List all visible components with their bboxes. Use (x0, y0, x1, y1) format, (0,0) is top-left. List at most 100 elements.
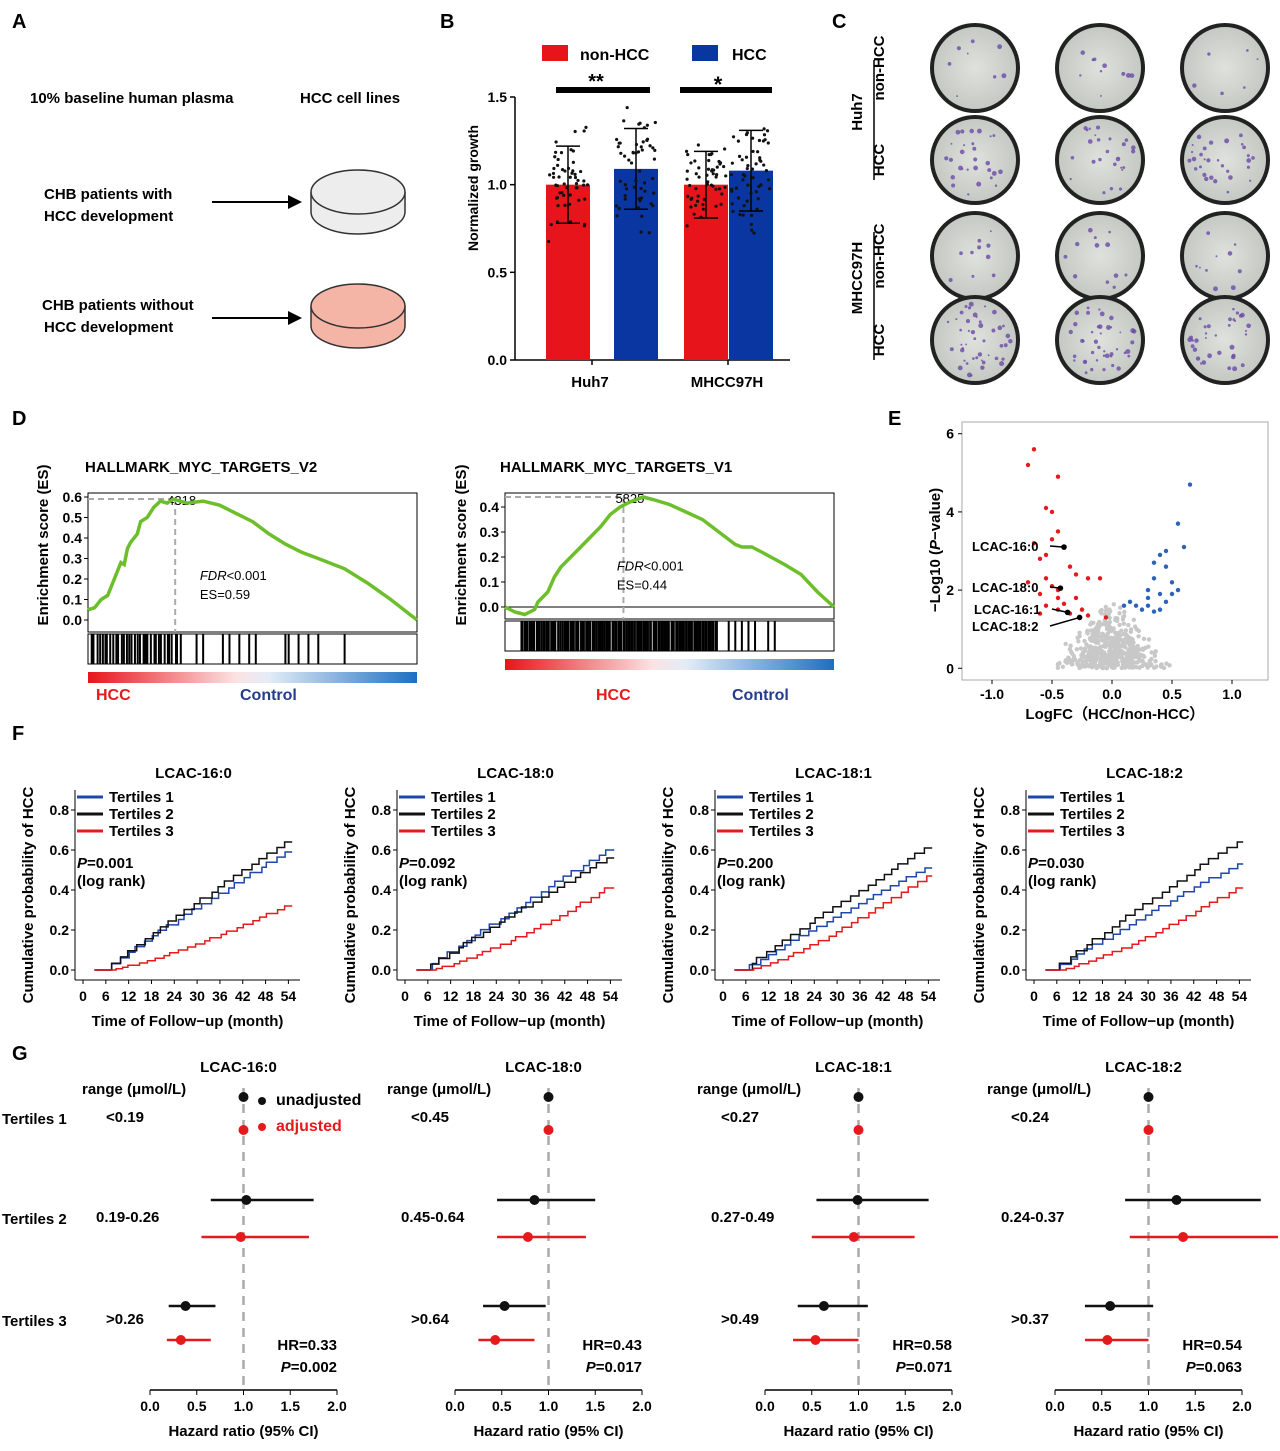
forest-legend-dot-adjusted (258, 1123, 266, 1131)
colony-plate (1180, 211, 1270, 301)
volcano-point-down (1043, 576, 1049, 581)
data-point (555, 196, 560, 200)
forest-p-value: =0.071 (906, 1359, 952, 1376)
km-xtick-label: 6 (1053, 988, 1061, 1004)
data-point (640, 214, 644, 218)
forest-title: LCAC-18:2 (1105, 1059, 1182, 1076)
data-point (694, 172, 698, 176)
km-xtick-label: 12 (761, 988, 777, 1004)
colony (1124, 273, 1128, 277)
colony (999, 343, 1004, 348)
colony (1194, 338, 1199, 343)
colony (994, 184, 998, 187)
data-point (707, 158, 711, 163)
colony (999, 361, 1005, 367)
colony (947, 62, 952, 66)
km-xtick-label: 0 (401, 988, 409, 1004)
colony (1106, 325, 1111, 330)
volcano-point-ns (1093, 647, 1099, 652)
data-point (766, 178, 771, 182)
volcano-point-ns (1111, 626, 1116, 631)
forest-xtick-label: 0.5 (187, 1398, 207, 1414)
forest-point-t3-adjusted (490, 1335, 501, 1345)
gsea-left-label-hcc: HCC (96, 687, 131, 704)
km-xtick-label: 18 (466, 988, 482, 1004)
colony (1100, 94, 1102, 97)
volcano-point-up (1145, 595, 1151, 601)
colony (1090, 350, 1095, 355)
colony (1192, 347, 1198, 352)
colony (1102, 63, 1107, 69)
colony (1072, 354, 1077, 359)
panel-c-row1-label: non-HCC (871, 35, 888, 100)
colony (1232, 307, 1235, 311)
volcano-point-ns (1108, 642, 1113, 648)
colony (980, 359, 983, 362)
colony (1199, 266, 1201, 269)
data-point (643, 189, 647, 193)
data-point (639, 186, 643, 191)
colony (1094, 243, 1100, 248)
volcano-annotation-leader (1049, 616, 1080, 627)
km-legend-label: Tertiles 1 (431, 789, 496, 806)
data-point (730, 189, 734, 193)
data-point (639, 196, 644, 200)
colony (965, 319, 970, 324)
km-pvalue: P=0.030 (1028, 855, 1084, 872)
forest-point-t1-unadjusted (1143, 1092, 1154, 1102)
colony (1246, 323, 1251, 329)
volcano-point-ns (1129, 652, 1135, 657)
forest-point-t2-adjusted (1178, 1232, 1189, 1242)
volcano-point-ns (1115, 662, 1121, 668)
data-point (722, 164, 726, 169)
forest-point-t2-unadjusted (241, 1195, 252, 1205)
gsea-fdr-value: <0.001 (227, 568, 267, 583)
colony (1105, 149, 1110, 154)
gsea-fdr-label: FDR (617, 559, 644, 574)
colony (1209, 175, 1214, 180)
panel-b-ytick-label: 1.5 (488, 89, 508, 105)
colony (1130, 328, 1136, 334)
gsea-peak-rank: 5825 (615, 491, 644, 506)
colony (1233, 319, 1237, 323)
gsea-es: ES=0.44 (617, 578, 667, 593)
colony (1195, 356, 1201, 361)
volcano-point-ns (1100, 621, 1105, 627)
volcano-point-ns (1057, 660, 1062, 666)
colony (970, 329, 976, 335)
gsea-ytick-label: 0.3 (63, 551, 83, 567)
colony (986, 243, 991, 248)
data-point (634, 151, 638, 155)
colony (1196, 134, 1202, 140)
colony (1204, 176, 1209, 182)
volcano-point-ns (1107, 607, 1112, 612)
data-point (730, 161, 734, 165)
volcano-point-ns (1103, 604, 1109, 610)
colony (1091, 159, 1096, 164)
data-point (755, 207, 759, 211)
forest-point-t1-unadjusted (853, 1092, 864, 1102)
volcano-xtick-label: -1.0 (980, 686, 1004, 702)
data-point (560, 168, 565, 172)
volcano-point-down (1025, 462, 1031, 468)
km-ylabel: Cumulative probability of HCC (342, 786, 359, 1003)
volcano-point-ns (1060, 664, 1066, 670)
panel-letter-f: F (12, 723, 24, 745)
volcano-point-ns (1113, 630, 1118, 635)
panel-letter-c: C (832, 11, 846, 33)
km-xtick-label: 54 (281, 988, 297, 1004)
data-point (686, 152, 690, 157)
volcano-annotation-label: LCAC-16:0 (972, 539, 1038, 554)
forest-legend-adjusted: adjusted (276, 1118, 342, 1135)
data-point (754, 162, 758, 166)
volcano-point-ns (1091, 628, 1097, 633)
volcano-point-ns (1124, 633, 1129, 638)
forest-point-t3-adjusted (810, 1335, 821, 1345)
colony (972, 357, 975, 360)
volcano-point-ns (1114, 648, 1119, 654)
colony (997, 44, 1003, 50)
forest-hr: HR=0.54 (1182, 1337, 1242, 1354)
km-xtick-label: 54 (1232, 988, 1248, 1004)
panel-a-col1: 10% baseline human plasma (30, 90, 234, 107)
data-point (579, 169, 583, 174)
